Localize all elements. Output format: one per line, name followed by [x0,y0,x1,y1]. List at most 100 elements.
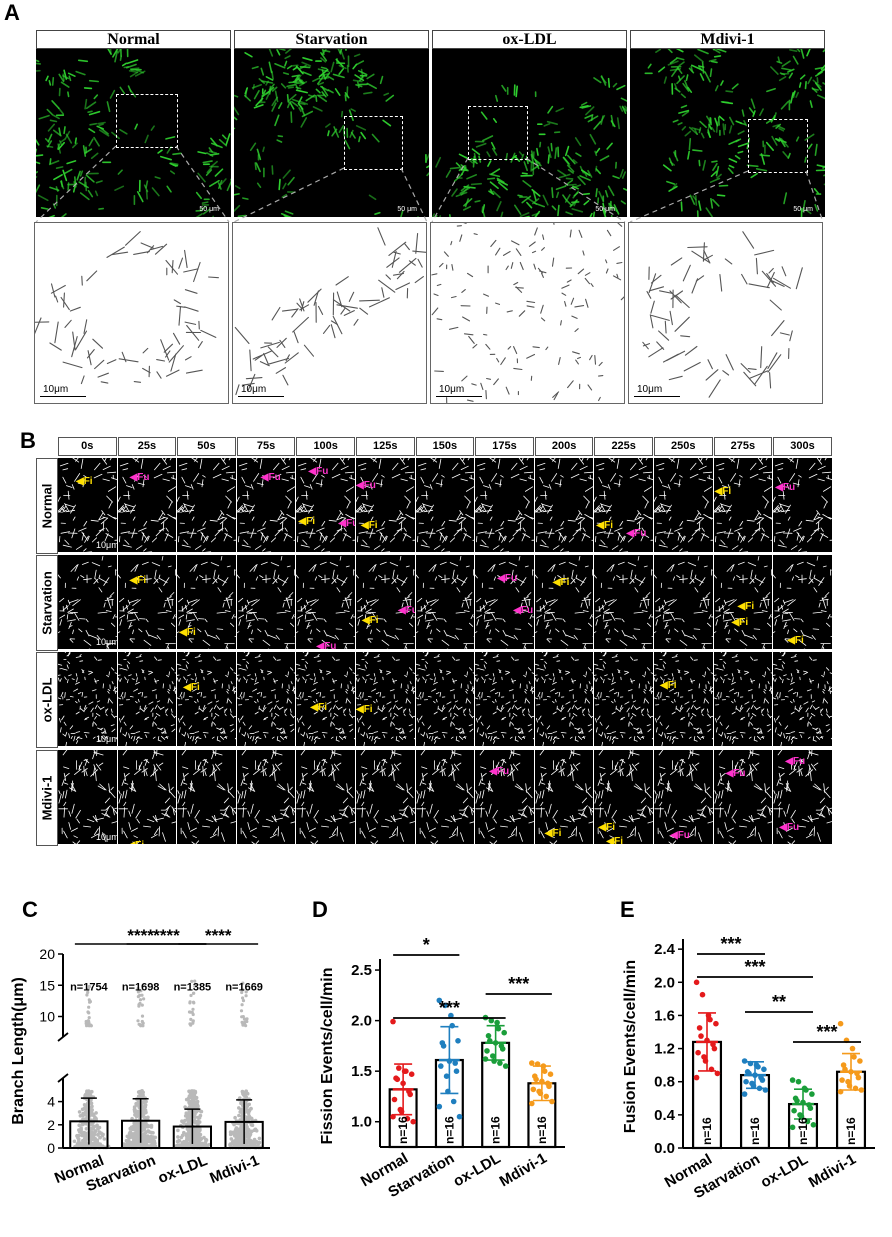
data-point [394,1076,401,1083]
skeleton-texture [356,458,415,552]
y-axis-label: Fission Events/cell/min [319,968,336,1145]
data-point [695,1049,701,1056]
skeleton-texture [475,652,534,746]
y-tick-label: 1.0 [351,1114,372,1131]
y-tick-label: 2.4 [654,941,676,958]
error-bar [438,1025,460,1095]
fusion-marker: ◀Fu [626,528,647,539]
y-tick-label: 4 [47,1094,55,1110]
micrograph-normal: 50 μm [36,49,231,217]
axis-break [57,1073,69,1083]
y-tick-label: 2.5 [351,962,372,979]
scale-bar [634,396,680,397]
skeleton-texture [177,750,236,844]
x-tick-label: Mdivi-1 [497,1150,550,1191]
fusion-marker: ◀Fu [725,768,746,779]
y-axis: 0.0 0.4 0.8 1.2 1.6 2.0 2.4 [654,939,684,1157]
frame [654,458,713,552]
data-point [803,1087,809,1093]
data-point [404,1115,411,1122]
data-point [450,1098,457,1105]
frame: ◀Fi [117,555,177,649]
frame [117,652,177,746]
frame [177,458,236,552]
data-point [804,1118,811,1125]
y-tick-label: 20 [39,946,55,962]
data-point [502,1063,509,1069]
x-tick-label: ox-LDL [450,1150,503,1191]
skeleton-texture [654,750,713,844]
data-point [529,1100,535,1107]
frame [475,458,534,552]
y-tick-label: 2.0 [351,1013,372,1030]
data-point [501,1029,507,1036]
panel-label-e: E [620,897,635,922]
fission-marker: ◀Fi [310,702,327,713]
frame: 10μm [58,652,117,746]
scale-bar [40,396,86,397]
frame: 10μm [58,555,117,649]
time-label-125s: 125s [356,437,415,456]
fission-marker: ◀Fi [298,516,315,527]
skeleton-ox-ldl: 10μm [430,222,625,404]
skeleton-texture [296,750,355,844]
error-bar [80,1097,97,1145]
mitochondria-texture [234,49,429,217]
data-point [533,1076,539,1083]
y-axis: 10 15 20 0 2 4 [39,946,69,1156]
significance-label: *** [720,934,741,954]
skeleton-texture [713,750,773,844]
skeleton-texture [356,750,415,844]
frame: ◀Fi ◀Fi [594,750,653,844]
mitochondria-texture [644,49,825,217]
data-point [807,1105,814,1111]
row-label-text: Normal [39,483,55,529]
data-point [403,1068,409,1074]
frame: ◀Fu ◀Fi [356,555,415,649]
y-tick-label: 0.4 [654,1107,676,1124]
zoom-guides [35,145,824,223]
data-point [795,1078,802,1085]
roi-box [116,94,178,148]
data-point-cloud [228,981,264,1150]
y-tick-label: 0.8 [654,1074,675,1091]
data-point [408,1071,415,1077]
data-point [495,1025,502,1032]
frame: 10μm [58,750,117,844]
significance-bracket: ** [745,992,813,1013]
micro-scale-label: 50 μm [199,206,219,213]
skeleton-texture [117,750,177,844]
data-point [543,1093,549,1100]
frame [236,555,296,649]
mitochondria-texture [36,49,231,217]
data-point [809,1091,815,1097]
skeleton-mdivi-1: 10μm [628,222,823,404]
n-label: n=16 [535,1116,549,1144]
frame: ◀Fi [534,750,594,844]
error-bar [485,1024,507,1061]
scale-label: 10μm [96,637,117,647]
fission-marker: ◀Fi [598,822,615,833]
skeleton-texture [535,750,594,844]
skeleton-texture [654,458,713,552]
header-ox-ldl: ox-LDL [432,30,627,49]
data-point [789,1124,796,1131]
zoom-scale-label: 10μm [241,384,267,395]
data-point [443,1073,450,1079]
y-tick-label: 10 [39,1009,55,1025]
time-label-275s: 275s [713,437,773,456]
data-point [707,1016,713,1023]
data-point [789,1077,796,1083]
fusion-marker: ◀Fu [129,472,150,483]
row-label-text: Mdivi-1 [39,775,55,821]
data-point [530,1086,537,1093]
frame: ◀Fu ◀Fu [475,555,534,649]
data-point [440,1043,447,1049]
skeleton-texture [534,458,594,552]
skeleton-texture [431,223,624,403]
n-label: n=1754 [70,981,108,993]
panel-label-c: C [22,897,38,922]
time-label-0s: 0s [58,437,117,456]
time-label-200s: 200s [534,437,594,456]
